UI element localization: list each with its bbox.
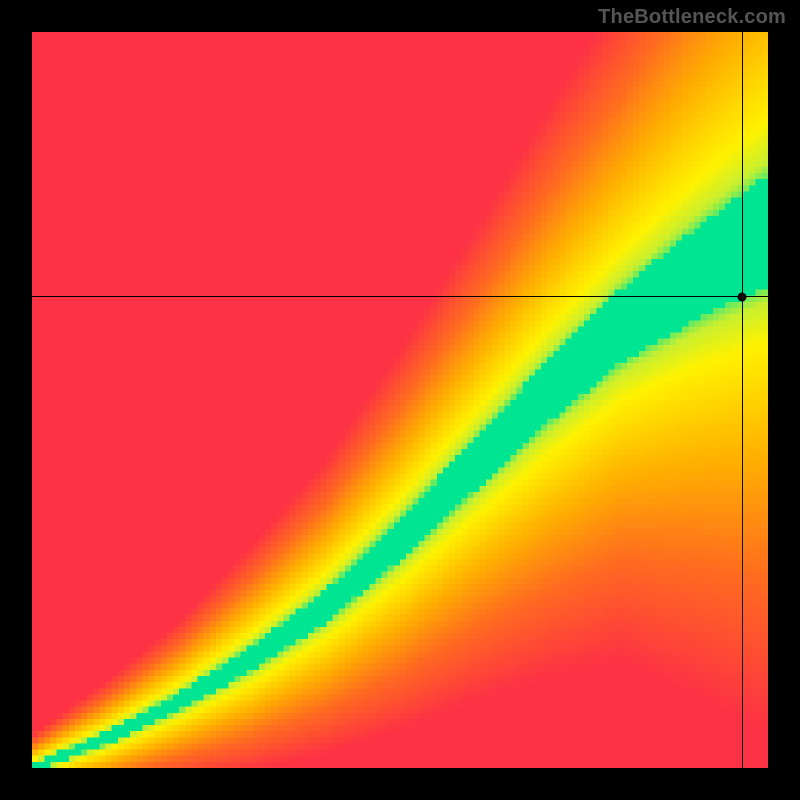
- heatmap-canvas: [32, 32, 768, 768]
- crosshair-dot: [738, 292, 747, 301]
- crosshair-vertical: [742, 32, 743, 768]
- crosshair-horizontal: [32, 296, 768, 297]
- heatmap-plot: [32, 32, 768, 768]
- watermark-text: TheBottleneck.com: [598, 6, 786, 29]
